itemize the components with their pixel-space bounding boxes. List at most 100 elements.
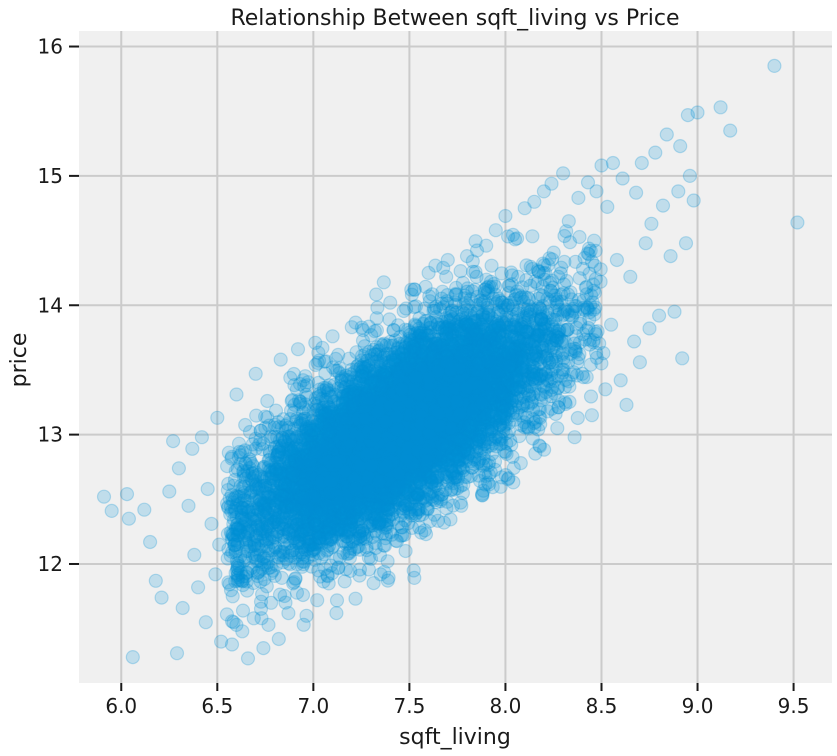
data-point — [395, 424, 410, 439]
data-point — [414, 429, 429, 444]
data-point — [296, 547, 311, 562]
data-point — [356, 420, 371, 435]
data-point — [570, 410, 585, 426]
data-point — [383, 437, 398, 452]
data-point — [454, 396, 469, 411]
data-point — [334, 379, 349, 394]
data-point — [354, 482, 369, 497]
data-point — [446, 362, 462, 377]
data-point — [329, 456, 344, 471]
data-point — [352, 416, 367, 431]
data-point — [377, 455, 393, 470]
data-point — [454, 415, 469, 430]
data-point — [314, 391, 330, 406]
data-point — [397, 474, 412, 489]
data-point — [377, 538, 392, 553]
data-point — [369, 466, 384, 481]
data-point — [576, 293, 591, 308]
data-point — [371, 518, 386, 533]
data-point — [332, 489, 347, 504]
data-point — [365, 467, 380, 482]
data-point — [407, 428, 423, 443]
data-point — [438, 372, 453, 387]
data-point — [516, 341, 532, 356]
data-point — [434, 392, 449, 407]
data-point — [345, 402, 360, 417]
data-point — [346, 387, 361, 402]
data-point — [457, 408, 472, 423]
data-point — [367, 442, 382, 457]
data-point — [445, 419, 460, 435]
data-point — [390, 435, 405, 450]
data-point — [345, 429, 360, 444]
data-point — [493, 363, 508, 378]
data-point — [356, 473, 371, 488]
data-point — [339, 455, 354, 471]
data-point — [334, 479, 349, 494]
data-point — [378, 447, 393, 463]
data-point — [410, 441, 425, 456]
data-point — [290, 529, 305, 544]
data-point — [450, 397, 466, 412]
data-point — [360, 439, 376, 454]
data-point — [342, 462, 357, 477]
data-point — [483, 357, 498, 372]
data-point — [351, 373, 366, 388]
data-point — [454, 334, 469, 350]
data-point — [457, 328, 472, 343]
data-point — [418, 414, 433, 429]
data-point — [452, 353, 467, 368]
data-point — [500, 354, 515, 369]
data-point — [493, 382, 508, 397]
data-point — [348, 420, 363, 436]
data-point — [343, 459, 358, 474]
data-point — [448, 295, 463, 310]
data-point — [356, 459, 371, 474]
data-point — [437, 379, 452, 394]
data-point — [495, 351, 510, 366]
data-point — [428, 402, 443, 417]
data-point — [379, 435, 394, 450]
data-point — [427, 453, 442, 468]
data-point — [354, 432, 369, 447]
data-point — [520, 345, 536, 360]
data-point — [433, 347, 448, 362]
data-point — [410, 449, 426, 464]
data-point — [451, 359, 466, 374]
data-point — [380, 389, 396, 404]
data-point — [304, 509, 320, 524]
data-point — [388, 397, 403, 412]
data-point — [334, 386, 349, 401]
data-point — [321, 423, 336, 438]
data-point — [554, 347, 570, 362]
data-point — [315, 493, 330, 508]
data-point — [226, 478, 241, 493]
data-point — [470, 422, 485, 437]
data-point — [314, 503, 329, 518]
data-point — [312, 449, 327, 464]
data-point — [392, 389, 408, 404]
data-point — [384, 439, 399, 454]
data-point — [391, 468, 406, 483]
data-point — [468, 411, 483, 426]
data-point — [340, 390, 355, 405]
data-point — [423, 513, 438, 529]
grid-layer — [79, 31, 832, 683]
data-point — [377, 444, 393, 459]
data-point — [308, 517, 323, 532]
data-point — [297, 411, 312, 426]
data-point — [361, 492, 377, 508]
data-point — [297, 379, 312, 394]
data-point — [493, 371, 508, 386]
data-point — [472, 376, 487, 391]
data-point — [275, 438, 290, 453]
data-point — [359, 487, 374, 503]
data-point — [410, 487, 425, 502]
data-point — [495, 353, 510, 369]
data-point — [439, 449, 454, 465]
data-point — [378, 517, 393, 532]
data-point — [423, 376, 438, 391]
data-point — [490, 393, 505, 408]
